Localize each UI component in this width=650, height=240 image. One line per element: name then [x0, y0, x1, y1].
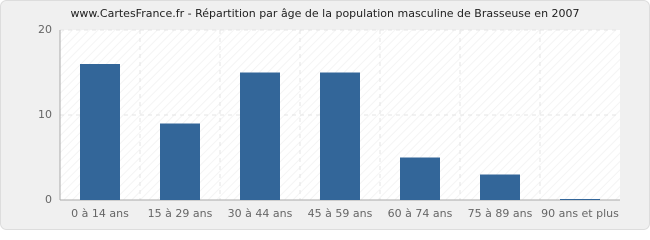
- y-tick-label: 10: [38, 108, 52, 121]
- bar: [560, 199, 600, 200]
- bar: [480, 174, 520, 200]
- x-tick-label: 0 à 14 ans: [71, 207, 129, 220]
- y-tick-label: 20: [38, 23, 52, 36]
- bar: [400, 157, 440, 200]
- y-tick-label: 0: [45, 193, 52, 206]
- x-tick-label: 15 à 29 ans: [148, 207, 213, 220]
- x-tick-label: 30 à 44 ans: [228, 207, 293, 220]
- x-tick-label: 75 à 89 ans: [468, 207, 533, 220]
- x-tick-label: 60 à 74 ans: [388, 207, 453, 220]
- bar: [160, 123, 200, 200]
- x-tick-label: 45 à 59 ans: [308, 207, 373, 220]
- bar: [80, 64, 120, 200]
- chart: www.CartesFrance.fr - Répartition par âg…: [0, 0, 650, 230]
- chart-title: www.CartesFrance.fr - Répartition par âg…: [70, 7, 579, 20]
- bar: [320, 72, 360, 200]
- x-tick-label: 90 ans et plus: [541, 207, 619, 220]
- bar: [240, 72, 280, 200]
